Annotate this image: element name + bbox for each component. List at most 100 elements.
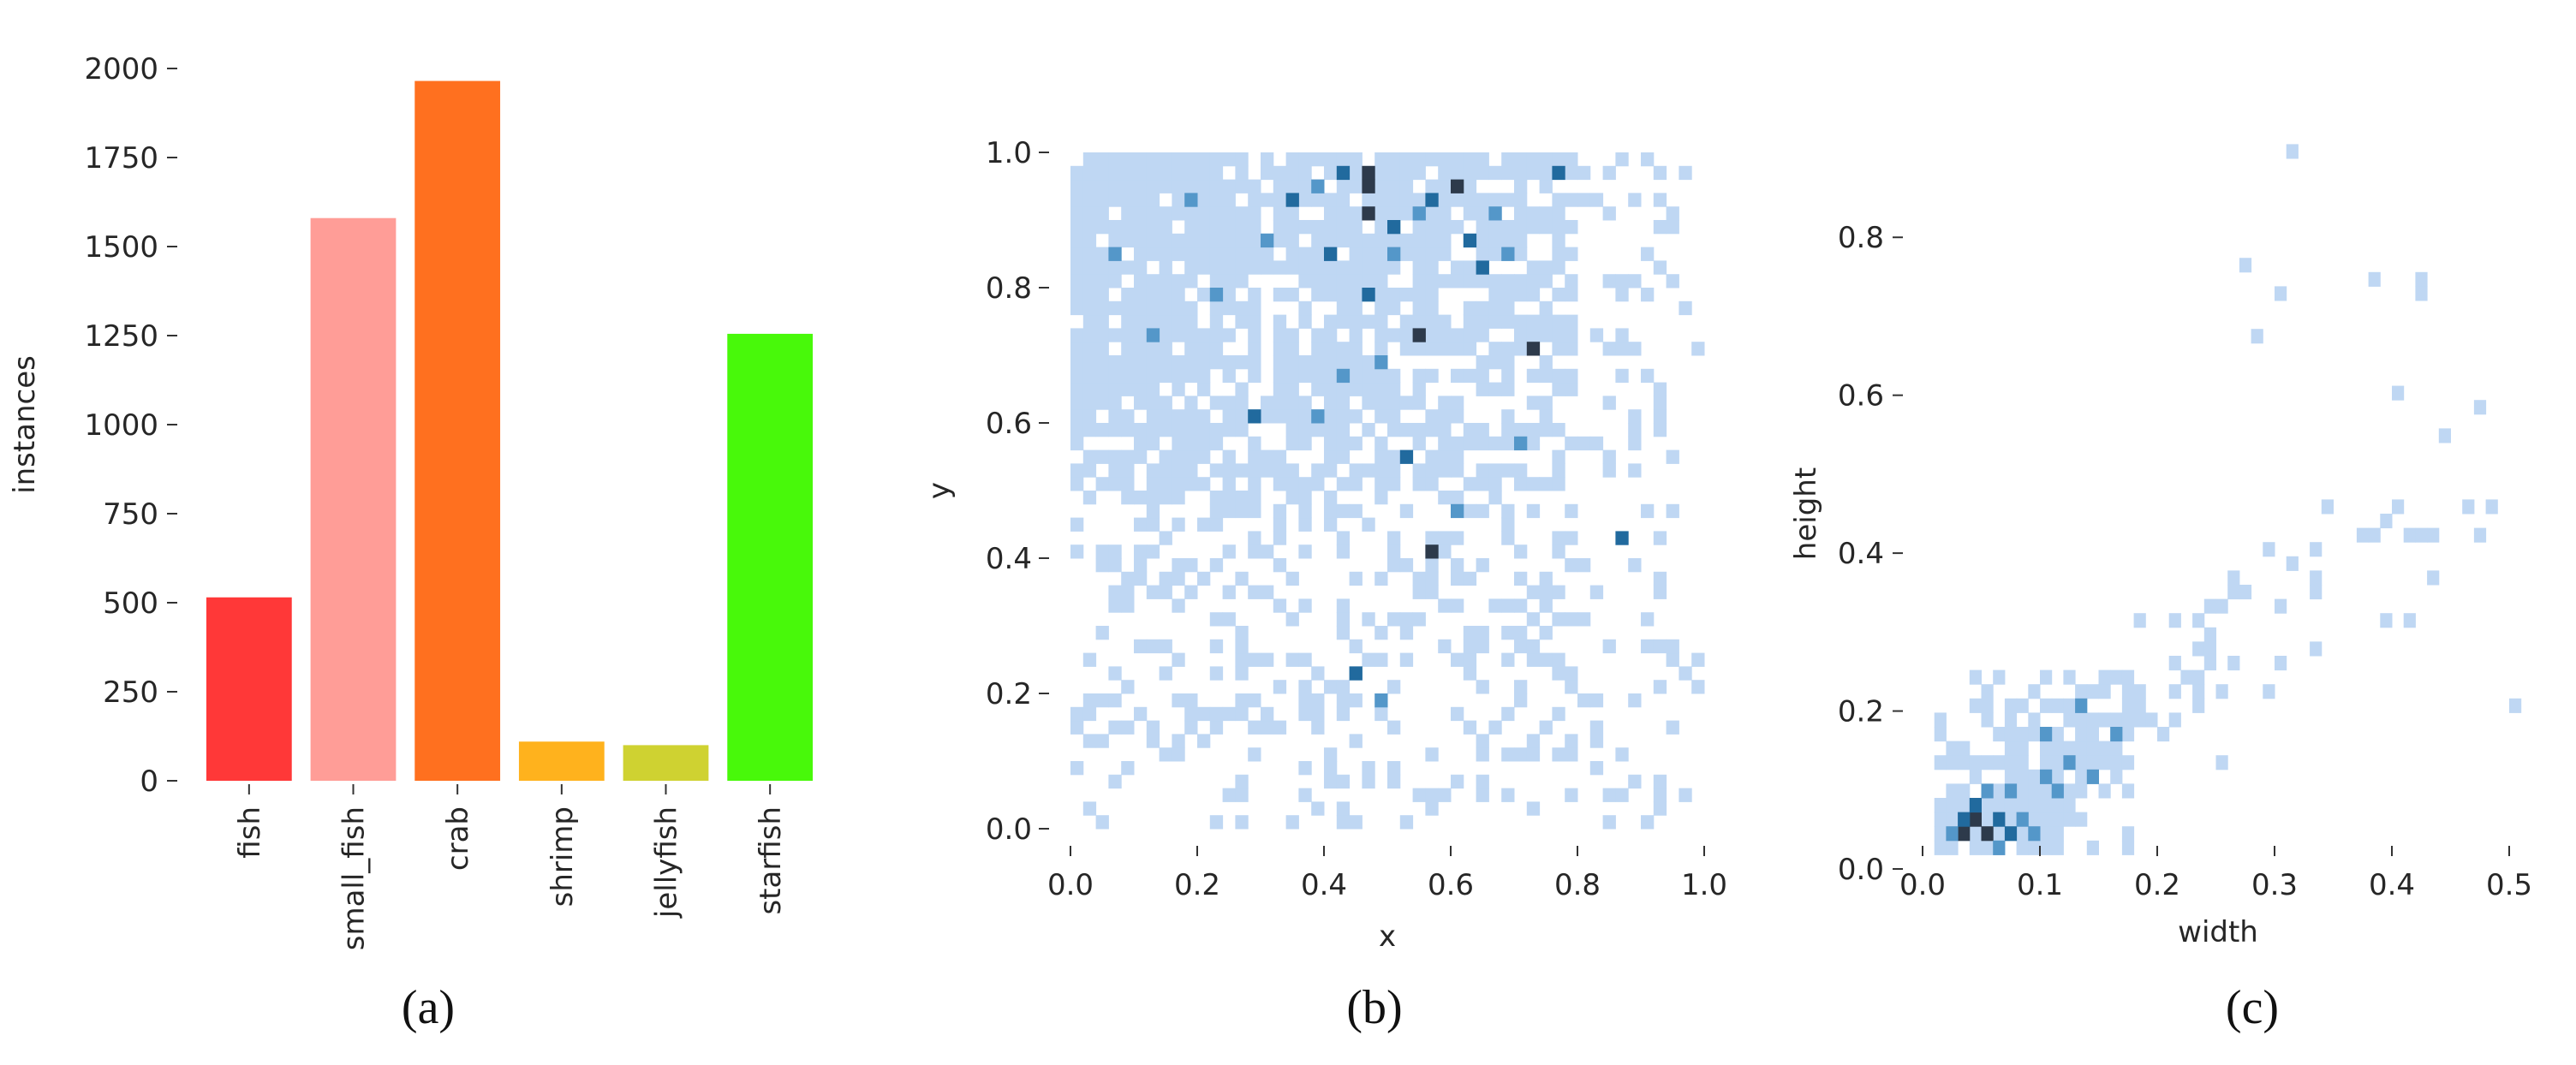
density-cell [1172,247,1185,261]
density-cell [1311,152,1325,167]
density-cell [1070,436,1084,451]
density-cell [1438,274,1452,289]
density-cell [1451,652,1464,667]
density-cell [1438,788,1452,802]
density-cell-high [1336,165,1351,181]
density-cell [1679,300,1692,316]
density-cell [1552,152,1565,167]
x-axis-label: x [1379,919,1396,954]
density-cell [1374,368,1388,384]
density-cell [1514,152,1528,167]
density-cell [1362,774,1375,789]
density-cell [1653,409,1667,424]
density-cell [1159,247,1172,261]
density-cell [1539,355,1553,370]
density-cell [1235,706,1249,722]
density-cell [1172,179,1185,193]
density-cell [1108,300,1122,316]
density-cell [1222,409,1236,424]
density-cell [1514,288,1528,302]
density-cell-high [1387,220,1401,235]
density-cell [1146,477,1160,491]
density-cell [1248,206,1261,221]
density-cell [1285,815,1299,830]
density-cell [2086,727,2099,742]
density-cell [1336,300,1351,316]
density-cell [1222,288,1236,302]
density-cell [1425,558,1439,573]
density-cell [1981,755,1994,770]
density-cell [1108,720,1122,735]
density-cell [1463,193,1477,207]
density-cell [1248,247,1261,261]
density-cell [1324,463,1338,478]
density-cell [1526,274,1541,289]
caption-c: (c) [2226,981,2279,1034]
density-cell [1946,755,1959,770]
density-cell [1628,409,1642,424]
density-cell [1336,815,1351,830]
density-cell [1425,571,1439,586]
density-cell [1134,152,1148,167]
density-cell [1526,423,1541,437]
density-cell [1159,300,1172,316]
density-cell [1565,680,1578,694]
density-cell [1146,165,1160,181]
density-cell [1285,328,1299,342]
density-cell [1197,706,1211,722]
density-cell [1209,314,1224,329]
density-cell [1172,652,1185,667]
density-cell [1121,409,1135,424]
density-cell [1463,274,1477,289]
density-cell [1285,260,1299,275]
density-cell [1336,449,1351,464]
density-cell [1121,314,1135,329]
density-cell [1197,449,1211,464]
density-cell [1336,612,1351,627]
density-cell [1184,585,1198,599]
density-cell [1641,152,1655,167]
density-cell [1146,409,1160,424]
density-cell [1336,355,1351,370]
density-cell [2192,641,2205,657]
density-cell-high [1514,436,1528,451]
density-cell [2028,783,2041,799]
density-cell-high [2028,826,2041,842]
density-cell [1261,396,1274,410]
density-cell [1222,355,1236,370]
density-cell [1134,639,1148,654]
density-cell [1222,220,1236,235]
density-cell [1222,260,1236,275]
density-cell [1336,206,1351,221]
density-cell [1539,626,1553,640]
density-cell [1324,382,1338,396]
density-cell [1476,436,1489,451]
density-cell [1298,598,1312,613]
density-cell [1285,571,1299,586]
density-cell [2028,812,2041,827]
density-cell [1399,626,1414,640]
density-cell [1146,247,1160,261]
density-cell [1082,260,1097,275]
density-cell [1349,206,1363,221]
density-cell [2110,669,2123,685]
density-cell [1514,193,1528,207]
density-cell [1463,666,1477,681]
density-cell [1336,531,1351,545]
density-cell [1184,436,1198,451]
y-tick-label: 0.0 [1838,853,1884,887]
density-cell [1565,288,1578,302]
density-cell [2075,755,2088,770]
density-cell [1349,247,1363,261]
x-tick-label: jellyfish [650,806,684,919]
density-cell [2051,826,2064,842]
density-cell [1476,193,1489,207]
density-cell [2310,570,2323,586]
density-cell [1336,314,1351,329]
density-cell [1121,382,1135,396]
density-cell [1082,152,1097,167]
density-cell [1324,436,1338,451]
density-cell [1969,840,1982,855]
density-cell [1324,220,1338,235]
density-cell-high [1311,409,1325,424]
